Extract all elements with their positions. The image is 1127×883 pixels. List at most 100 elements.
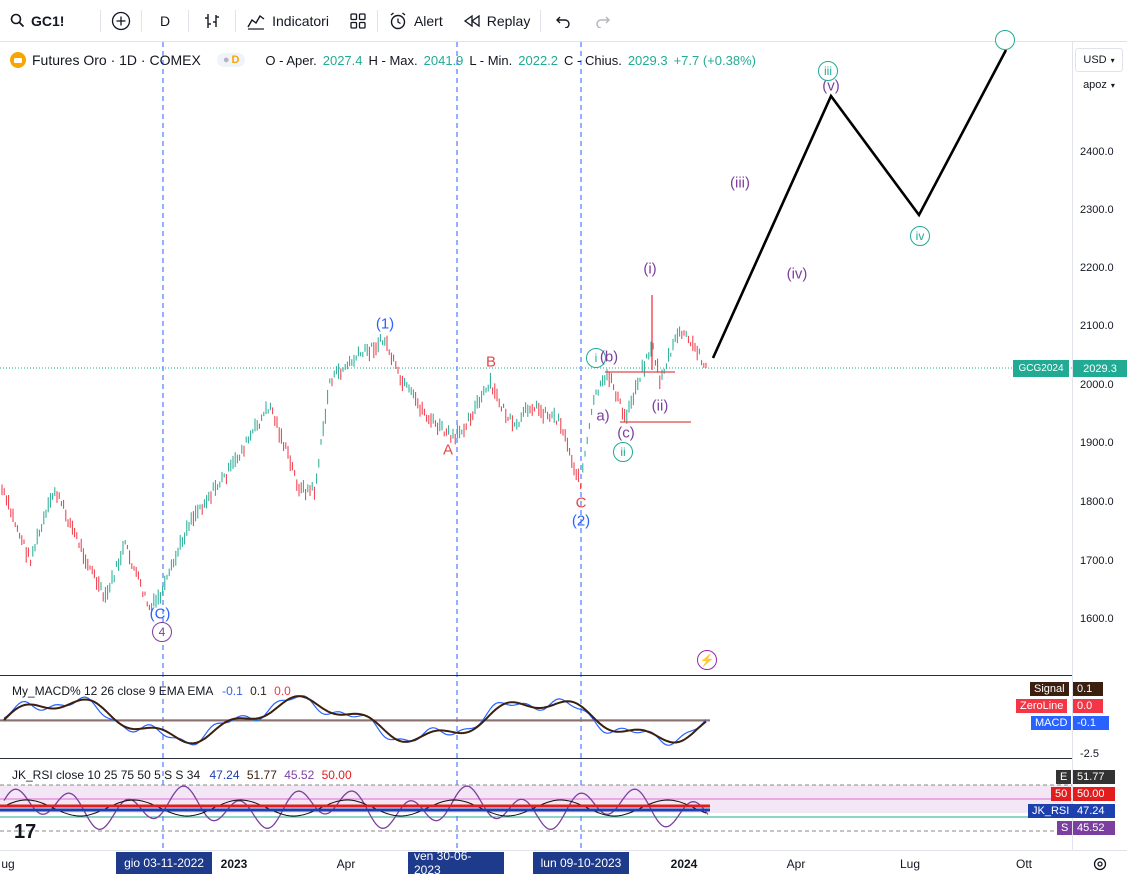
price-tick: 2100.0 xyxy=(1080,320,1114,332)
rsi-legend-name[interactable]: JK_RSI close 10 25 75 50 5 S S 34 xyxy=(12,768,201,782)
rsi-jk-value: 47.24 xyxy=(1073,804,1115,818)
rsi-legend-v2: 51.77 xyxy=(246,768,277,782)
price-tick: 2400.0 xyxy=(1080,146,1114,158)
zeroline-tag-label: ZeroLine xyxy=(1016,699,1068,713)
wave-label-A: A xyxy=(442,441,454,459)
wave-label-i-circle: i xyxy=(586,348,606,368)
rsi-e-value: 51.77 xyxy=(1073,770,1115,784)
wave-label-v-purple: (v) xyxy=(822,77,840,95)
macd-legend-v1: -0.1 xyxy=(222,684,243,698)
chart-legend: Futures Oro · 1D · COMEX ● D O - Aper. 202… xyxy=(10,52,756,68)
open-label: O - Aper. xyxy=(265,52,317,68)
alert-label: Alert xyxy=(413,12,443,29)
rsi-legend-v1: 47.24 xyxy=(209,768,240,782)
toolbar-divider xyxy=(100,9,101,32)
high-label: H - Max. xyxy=(368,52,418,68)
zeroline-tag-value: 0.0 xyxy=(1073,699,1103,713)
macd-legend-name[interactable]: My_MACD% 12 26 close 9 EMA EMA xyxy=(12,684,213,698)
redo-button[interactable] xyxy=(585,0,621,42)
time-label: Apr xyxy=(786,857,806,871)
price-tick: 1800.0 xyxy=(1080,496,1114,508)
chart-type-button[interactable] xyxy=(189,0,235,42)
indicators-button[interactable]: Indicatori xyxy=(236,0,339,42)
wave-label-b: (b) xyxy=(599,348,619,366)
low-label: L - Min. xyxy=(469,52,513,68)
gold-logo-icon xyxy=(10,52,26,68)
change-value: +7.7 (+0.38%) xyxy=(673,52,756,68)
currency-label: USD xyxy=(1083,54,1107,66)
wave-label-top-circle xyxy=(995,30,1015,50)
replay-button[interactable]: Replay xyxy=(453,0,541,42)
scale-mode-selector[interactable]: apoz ▾ xyxy=(1083,79,1115,91)
contract-tag: GCG2024 xyxy=(1013,360,1069,377)
settings-gear-icon[interactable] xyxy=(1092,856,1108,877)
toolbar-divider xyxy=(540,9,542,32)
indicators-icon xyxy=(247,14,265,30)
wave-label-ii-circle: ii xyxy=(613,442,633,462)
indicators-label: Indicatori xyxy=(272,12,329,29)
wave-label-2: (2) xyxy=(571,512,591,530)
search-icon xyxy=(10,13,25,28)
toolbar-divider xyxy=(376,9,378,32)
rsi-legend-v4: 50.00 xyxy=(321,768,352,782)
price-scale[interactable] xyxy=(1072,42,1127,850)
wave-label-i-purple: (i) xyxy=(643,260,657,278)
macd-legend: My_MACD% 12 26 close 9 EMA EMA -0.1 0.1 … xyxy=(12,684,291,698)
wave-label-iii-purple: (iii) xyxy=(730,174,750,192)
time-highlight-3: lun 09-10-2023 xyxy=(533,852,629,874)
session-pill[interactable]: ● D xyxy=(216,53,246,67)
templates-button[interactable] xyxy=(339,0,377,42)
rsi-legend-v3: 45.52 xyxy=(284,768,315,782)
wave-label-ii-purple: (ii) xyxy=(651,397,669,415)
toolbar-divider xyxy=(235,9,237,32)
time-label: Apr xyxy=(336,857,356,871)
signal-tag-value: 0.1 xyxy=(1073,682,1103,696)
time-label: ug xyxy=(1,857,15,871)
high-value: 2041.9 xyxy=(423,52,464,68)
time-highlight-2: ven 30-06-2023 xyxy=(408,849,504,877)
interval-button[interactable]: D xyxy=(142,0,188,42)
undo-icon xyxy=(556,16,571,28)
wave-label-B: B xyxy=(485,353,497,371)
close-label: C - Chius. xyxy=(564,52,622,68)
replay-label: Replay xyxy=(486,12,531,29)
price-tick: 1700.0 xyxy=(1080,555,1114,567)
compare-button[interactable] xyxy=(101,0,141,42)
macd-legend-v3: 0.0 xyxy=(274,684,291,698)
rsi-legend: JK_RSI close 10 25 75 50 5 S S 34 47.24 … xyxy=(12,768,352,782)
instrument-title[interactable]: Futures Oro · 1D · COMEX xyxy=(32,52,201,68)
undo-button[interactable] xyxy=(541,0,585,42)
top-toolbar: GC1! D Indicatori Alert Replay xyxy=(0,0,1127,42)
price-tick: 1600.0 xyxy=(1080,613,1114,625)
price-tick: 2200.0 xyxy=(1080,262,1114,274)
open-value: 2027.4 xyxy=(322,52,363,68)
redo-icon xyxy=(596,16,611,28)
session-pill-label: D xyxy=(231,54,240,66)
low-value: 2022.2 xyxy=(518,52,559,68)
scale-mode-label: apoz xyxy=(1083,79,1107,91)
lightning-icon[interactable]: ⚡ xyxy=(697,650,717,670)
rsi-s-value: 45.52 xyxy=(1073,821,1115,835)
tradingview-logo: 17 xyxy=(14,821,36,843)
alert-button[interactable]: Alert xyxy=(378,0,453,42)
wave-label-C: C xyxy=(575,494,587,512)
bars-icon xyxy=(205,13,220,28)
wave-label-C-big: (C) xyxy=(149,605,171,623)
price-tick: 1900.0 xyxy=(1080,437,1114,449)
currency-selector[interactable]: USD ▾ xyxy=(1075,48,1123,72)
rsi-50-value: 50.00 xyxy=(1073,787,1115,801)
price-tick: 2000.0 xyxy=(1080,379,1114,391)
wave-label-1: (1) xyxy=(375,315,395,333)
price-chart[interactable]: 17 xyxy=(0,0,1072,850)
plus-circle-icon xyxy=(111,11,131,30)
rewind-icon xyxy=(463,14,480,27)
macd-pane[interactable] xyxy=(0,675,1072,757)
wave-label-a: a) xyxy=(596,407,610,425)
rsi-pane[interactable] xyxy=(0,758,1072,850)
time-label: 2023 xyxy=(220,857,248,871)
symbol-search[interactable]: GC1! xyxy=(0,0,100,42)
macd-tag-value: -0.1 xyxy=(1073,716,1109,730)
wave-label-iv-purple: (iv) xyxy=(786,265,808,283)
wave-label-4: 4 xyxy=(152,622,172,642)
toolbar-divider xyxy=(141,9,142,32)
